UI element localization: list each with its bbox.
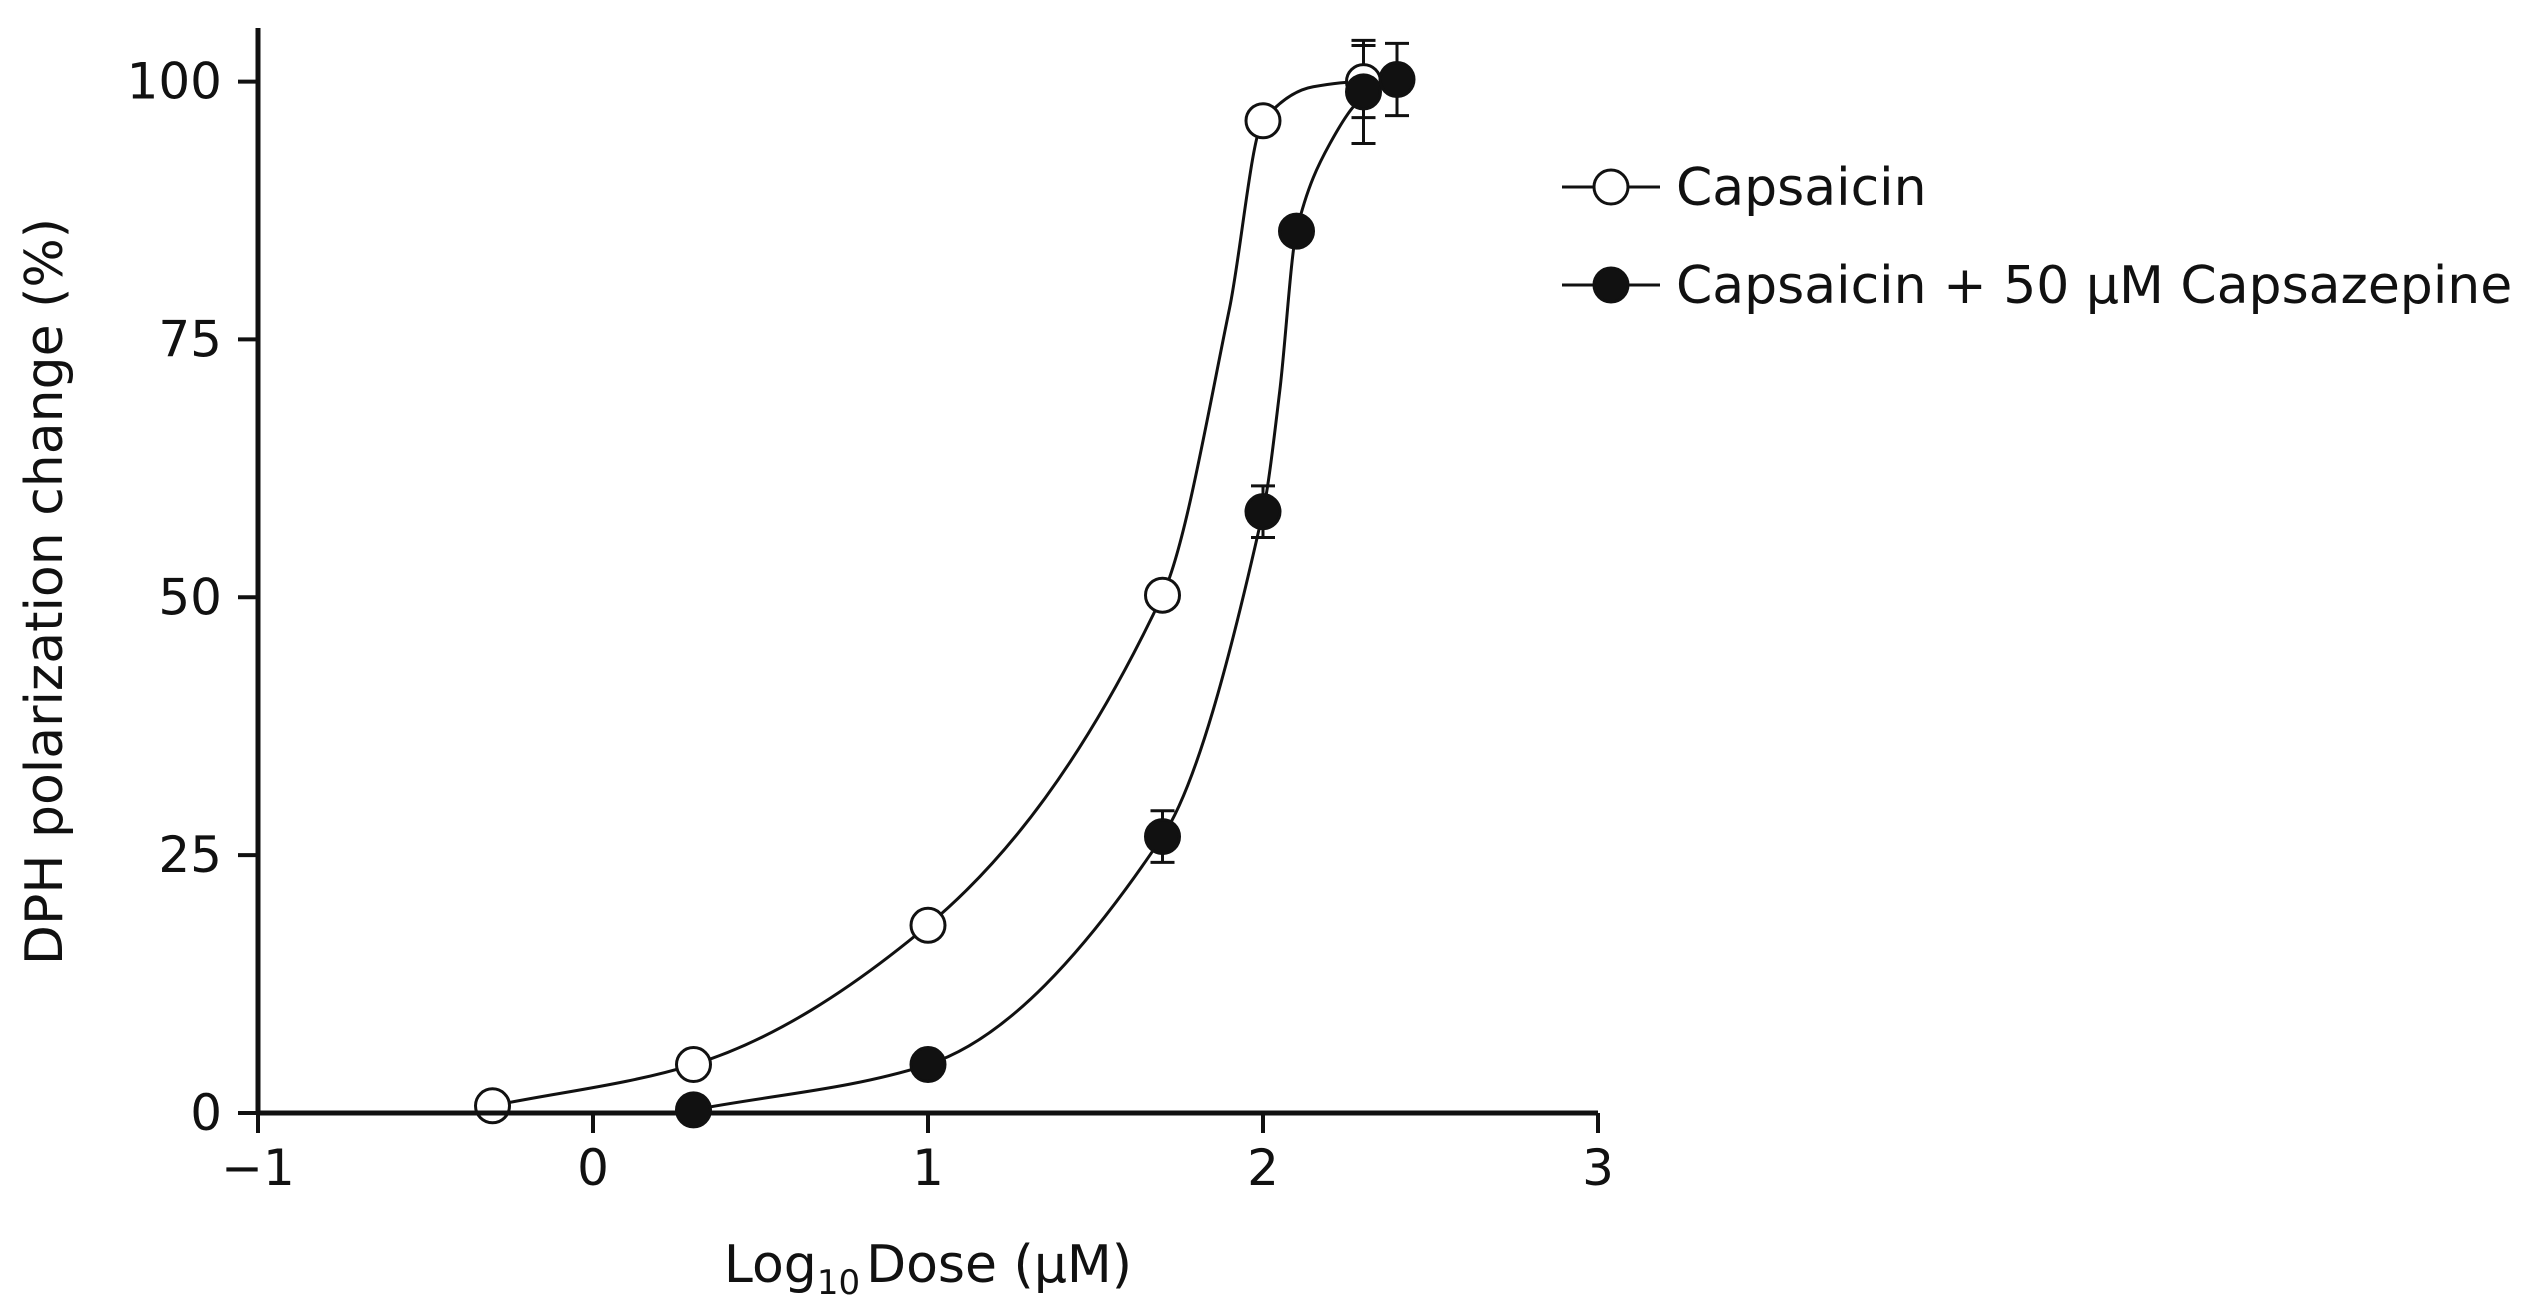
y-tick-label: 0 bbox=[190, 1084, 222, 1142]
y-tick-label: 50 bbox=[158, 568, 222, 626]
data-point-series-2 bbox=[909, 1046, 947, 1084]
y-tick-label: 75 bbox=[158, 310, 222, 368]
axes bbox=[255, 28, 1598, 1116]
x-tick-label: 3 bbox=[1582, 1139, 1614, 1197]
data-point-series-1 bbox=[909, 906, 947, 944]
data-point-series-1 bbox=[1144, 576, 1181, 614]
y-tick-label: 25 bbox=[158, 826, 222, 884]
data-points bbox=[474, 61, 1416, 1129]
data-point-series-2 bbox=[1144, 818, 1181, 856]
data-point-series-2 bbox=[1244, 493, 1282, 531]
series-curve-1 bbox=[492, 80, 1397, 1108]
x-axis-title: Log10 Dose (µM) bbox=[724, 1235, 1132, 1303]
y-axis-title: DPH polarization change (%) bbox=[15, 218, 75, 965]
legend-marker-2 bbox=[1592, 266, 1630, 304]
data-point-series-2 bbox=[675, 1091, 712, 1129]
legend-label-1: Capsaicin bbox=[1676, 158, 1927, 218]
legend-label-2: Capsaicin + 50 µM Capsazepine bbox=[1676, 256, 2512, 316]
data-point-series-1 bbox=[474, 1087, 511, 1125]
data-point-series-2 bbox=[1278, 212, 1315, 250]
data-point-series-1 bbox=[1244, 102, 1282, 140]
x-tick-label: −1 bbox=[221, 1139, 295, 1197]
data-point-series-2 bbox=[1345, 73, 1382, 111]
legend: Capsaicin Capsaicin + 50 µM Capsazepine bbox=[1562, 158, 2512, 316]
y-tick-label: 100 bbox=[127, 53, 222, 111]
legend-marker-1 bbox=[1592, 168, 1630, 206]
x-tick-label: 0 bbox=[577, 1139, 609, 1197]
x-tick-label: 1 bbox=[912, 1139, 944, 1197]
data-point-series-2 bbox=[1378, 61, 1416, 99]
data-point-series-1 bbox=[675, 1046, 712, 1084]
x-axis-title-subscript: 10 bbox=[817, 1263, 860, 1303]
x-axis-title-prefix: Log bbox=[724, 1235, 817, 1295]
error-bars bbox=[1150, 38, 1409, 864]
fitted-curves bbox=[492, 80, 1398, 1112]
x-tick-label: 2 bbox=[1247, 1139, 1279, 1197]
x-axis-title-suffix: Dose (µM) bbox=[866, 1235, 1132, 1295]
